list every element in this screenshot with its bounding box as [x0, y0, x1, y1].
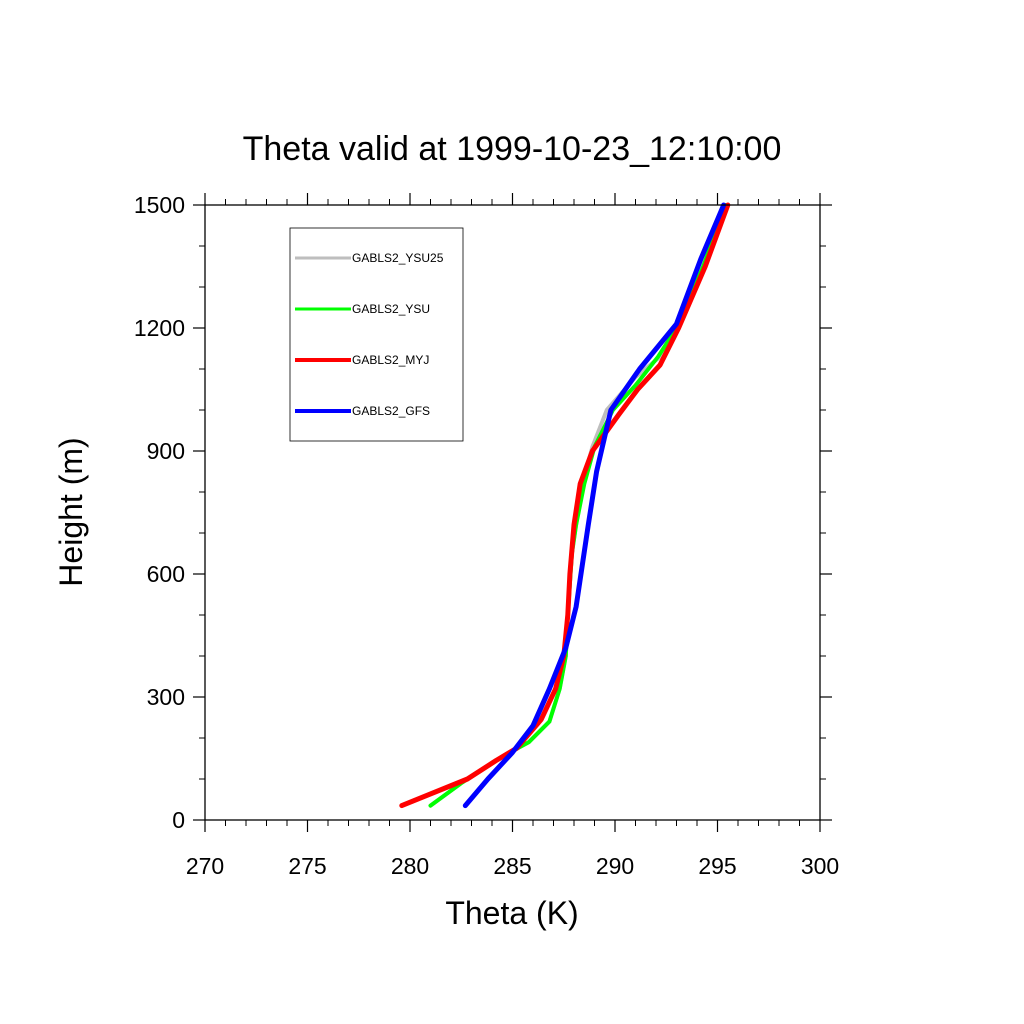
x-axis-label: Theta (K) [445, 895, 578, 931]
legend-label: GABLS2_YSU [352, 302, 430, 316]
y-axis-label: Height (m) [53, 437, 89, 586]
x-tick-label: 290 [596, 853, 634, 879]
x-tick-label: 285 [493, 853, 531, 879]
chart-title: Theta valid at 1999-10-23_12:10:00 [243, 130, 782, 168]
y-tick-label: 900 [147, 438, 185, 464]
x-tick-label: 275 [288, 853, 326, 879]
x-tick-label: 280 [391, 853, 429, 879]
x-tick-label: 295 [698, 853, 736, 879]
series-line-gabls2-gfs [462, 202, 727, 809]
x-tick-label: 270 [186, 853, 224, 879]
legend-label: GABLS2_GFS [352, 404, 430, 418]
axes: 270 275 280 285 290 295 300 0 300 600 900 1200 1500 [134, 192, 839, 879]
y-tick-label: 600 [147, 561, 185, 587]
legend-label: GABLS2_MYJ [352, 353, 429, 367]
legend-frame [289, 227, 464, 442]
plot-lines [399, 202, 731, 809]
x-tick-label: 300 [801, 853, 839, 879]
y-tick-label: 1200 [134, 315, 185, 341]
y-tick-label: 1500 [134, 192, 185, 218]
y-tick-label: 0 [172, 807, 185, 833]
legend-label: GABLS2_YSU25 [352, 251, 444, 265]
legend: GABLS2_YSU25 GABLS2_YSU GABLS2_MYJ GABLS2_G… [289, 227, 464, 442]
y-tick-label: 300 [147, 684, 185, 710]
